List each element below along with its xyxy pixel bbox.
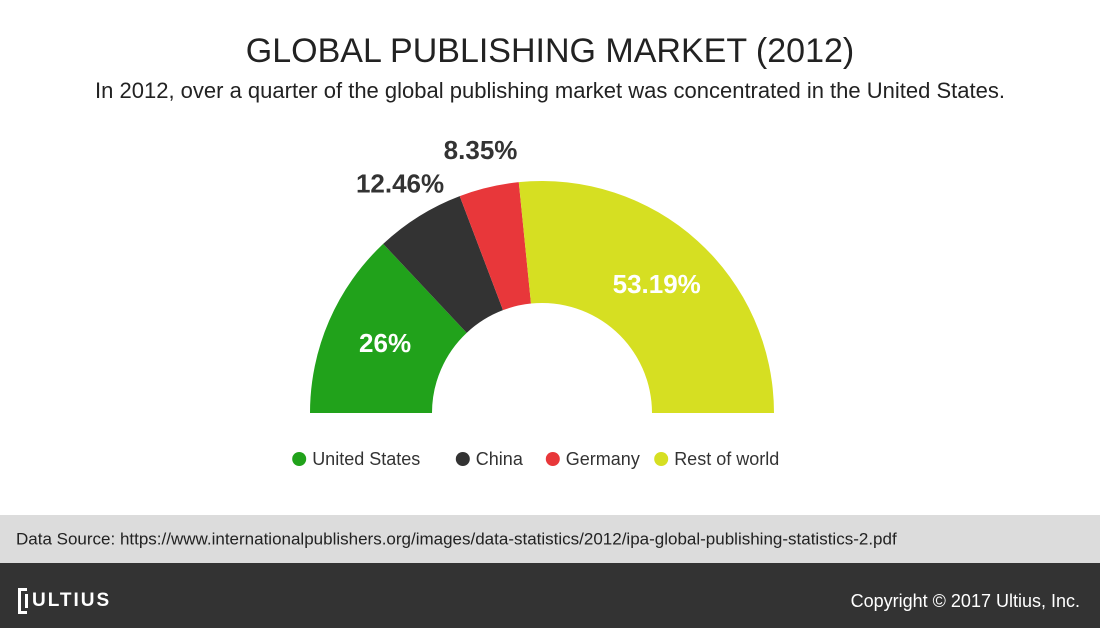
segment <box>383 196 503 333</box>
value-label: 12.46% <box>356 169 444 199</box>
segment <box>518 180 774 413</box>
segment <box>459 182 531 311</box>
source-text: Data Source: https://www.internationalpu… <box>16 529 897 548</box>
legend-marker <box>654 452 669 466</box>
legend-label: Germany <box>566 449 640 469</box>
legend-marker <box>455 452 470 466</box>
legend-marker <box>292 452 307 466</box>
legend-label: China <box>476 449 524 469</box>
footer-bar <box>0 563 1100 628</box>
source-bar <box>0 515 1100 563</box>
value-label: 8.35% <box>444 135 518 165</box>
chart-title: GLOBAL PUBLISHING MARKET (2012) <box>246 32 854 70</box>
value-label: 53.19% <box>613 269 701 299</box>
legend-label: United States <box>312 449 420 469</box>
value-label: 26% <box>359 328 411 358</box>
segment <box>310 243 467 413</box>
legend-label: Rest of world <box>674 449 779 469</box>
logo: ULTIUS <box>32 590 111 611</box>
logo-icon <box>18 588 28 614</box>
legend-marker <box>545 452 560 466</box>
chart-subtitle: In 2012, over a quarter of the global pu… <box>95 78 1005 103</box>
copyright: Copyright © 2017 Ultius, Inc. <box>851 591 1080 611</box>
